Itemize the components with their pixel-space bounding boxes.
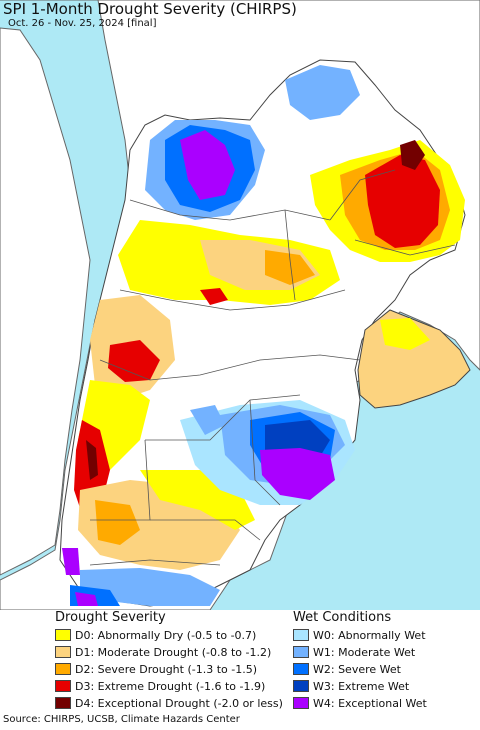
atlantic-ocean xyxy=(300,385,480,610)
legend-label: D0: Abnormally Dry (-0.5 to -0.7) xyxy=(75,628,257,642)
drought-west-d3 xyxy=(108,340,160,382)
pacific-coast-strip xyxy=(0,27,91,576)
legend-item-d4: D4: Exceptional Drought (-2.0 or less) xyxy=(55,695,283,711)
drought-central-d3 xyxy=(200,288,228,305)
wet-legend-heading: Wet Conditions xyxy=(293,610,392,625)
legend-label: W4: Exceptional Wet xyxy=(313,696,427,710)
page-title: SPI 1-Month Drought Severity (CHIRPS) xyxy=(3,0,297,18)
legend-swatch xyxy=(293,680,309,692)
source-credit: Source: CHIRPS, UCSB, Climate Hazards Ce… xyxy=(3,714,240,725)
legend-swatch xyxy=(293,697,309,709)
drought-west-d4 xyxy=(86,440,98,480)
wet-central-w1 xyxy=(190,405,225,435)
wet-south-w4b xyxy=(75,592,98,606)
legend-item-w0: W0: Abnormally Wet xyxy=(293,627,426,643)
legend-item-w1: W1: Moderate Wet xyxy=(293,644,415,660)
legend-swatch xyxy=(293,646,309,658)
drought-central-d2 xyxy=(265,250,315,285)
legend-swatch xyxy=(55,646,71,658)
page-subtitle: Oct. 26 - Nov. 25, 2024 [final] xyxy=(8,18,157,29)
wet-north-w1 xyxy=(285,65,360,120)
legend-item-w4: W4: Exceptional Wet xyxy=(293,695,427,711)
uruguay-yellow xyxy=(380,318,430,350)
legend-label: D4: Exceptional Drought (-2.0 or less) xyxy=(75,696,283,710)
legend-swatch xyxy=(293,629,309,641)
legend-swatch xyxy=(293,663,309,675)
legend-label: D3: Extreme Drought (-1.6 to -1.9) xyxy=(75,679,266,693)
drought-legend-heading: Drought Severity xyxy=(55,610,166,625)
wet-nw-w4 xyxy=(180,130,235,200)
legend-item-w2: W2: Severe Wet xyxy=(293,661,401,677)
legend-label: D2: Severe Drought (-1.3 to -1.5) xyxy=(75,662,258,676)
legend-item-d0: D0: Abnormally Dry (-0.5 to -0.7) xyxy=(55,627,256,643)
legend-label: W0: Abnormally Wet xyxy=(313,628,426,642)
wet-pampas-w4 xyxy=(260,448,335,500)
drought-map xyxy=(0,0,480,610)
legend-item-d2: D2: Severe Drought (-1.3 to -1.5) xyxy=(55,661,257,677)
drought-ne-d3 xyxy=(365,155,440,248)
legend-swatch xyxy=(55,663,71,675)
wet-south-w1 xyxy=(80,568,220,606)
drought-ne-d4 xyxy=(400,140,425,170)
legend-label: W2: Severe Wet xyxy=(313,662,401,676)
wet-south-w4 xyxy=(62,548,80,575)
legend-item-d1: D1: Moderate Drought (-0.8 to -1.2) xyxy=(55,644,271,660)
legend-label: W1: Moderate Wet xyxy=(313,645,416,659)
legend-label: W3: Extreme Wet xyxy=(313,679,410,693)
legend-swatch xyxy=(55,629,71,641)
legend-item-w3: W3: Extreme Wet xyxy=(293,678,409,694)
legend-swatch xyxy=(55,680,71,692)
admin-borders xyxy=(89,169,456,566)
drought-south-d2 xyxy=(95,500,140,545)
legend-swatch xyxy=(55,697,71,709)
legend-label: D1: Moderate Drought (-0.8 to -1.2) xyxy=(75,645,272,659)
legend-item-d3: D3: Extreme Drought (-1.6 to -1.9) xyxy=(55,678,265,694)
